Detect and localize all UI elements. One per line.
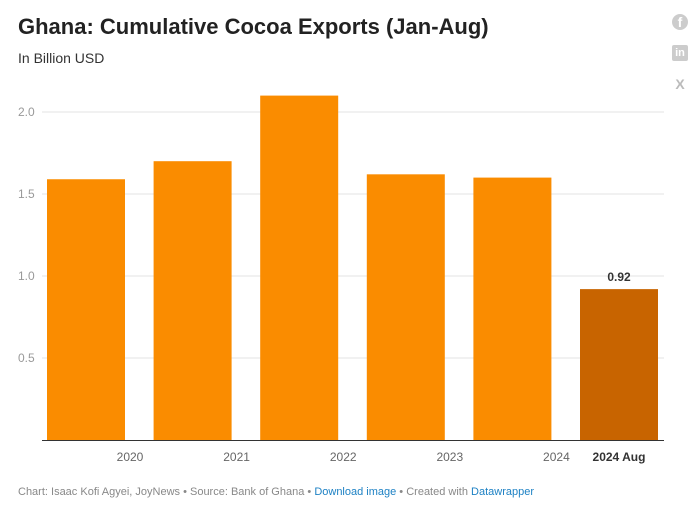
x-tick-label: 2022 — [330, 450, 357, 464]
bar-2023 — [366, 174, 445, 440]
bar-2022 — [260, 95, 339, 440]
x-tick-label: 2023 — [436, 450, 463, 464]
bar-2020 — [47, 179, 125, 441]
y-tick-label: 1.5 — [18, 187, 35, 201]
download-image-link[interactable]: Download image — [314, 486, 397, 498]
datawrapper-link[interactable]: Datawrapper — [471, 486, 535, 498]
facebook-share-icon[interactable]: f — [672, 14, 688, 30]
x-tick-label: 2021 — [223, 450, 250, 464]
x-tick-label: 2020 — [117, 450, 144, 464]
footer-created: Created with — [406, 486, 468, 498]
chart-title: Ghana: Cumulative Cocoa Exports (Jan-Aug… — [18, 14, 489, 39]
chart-subtitle: In Billion USD — [18, 50, 105, 66]
sep: • — [304, 486, 315, 498]
bar-chart: 0.5 1.0 1.5 2.0 2020 2021 2022 2023 2024 2024 Aug… — [18, 95, 664, 464]
data-label: 0.92 — [607, 270, 631, 284]
chart-footer: Chart: Isaac Kofi Agyei, JoyNews • Sourc… — [18, 486, 534, 498]
sep: • — [180, 486, 190, 498]
x-share-icon[interactable]: X — [675, 76, 685, 92]
footer-credit: Chart: Isaac Kofi Agyei, JoyNews — [18, 486, 181, 498]
y-tick-label: 1.0 — [18, 269, 35, 283]
footer-source: Source: Bank of Ghana — [189, 486, 305, 498]
linkedin-share-icon[interactable]: in — [672, 45, 688, 61]
sep: • — [396, 486, 407, 498]
x-tick-label: 2024 Aug — [593, 450, 646, 464]
y-tick-label: 0.5 — [18, 351, 35, 365]
y-tick-label: 2.0 — [18, 105, 35, 119]
x-tick-label: 2024 — [543, 450, 570, 464]
bar-2024 — [473, 177, 552, 440]
bar-2021 — [153, 161, 232, 440]
bar-2024-Aug — [580, 289, 658, 440]
